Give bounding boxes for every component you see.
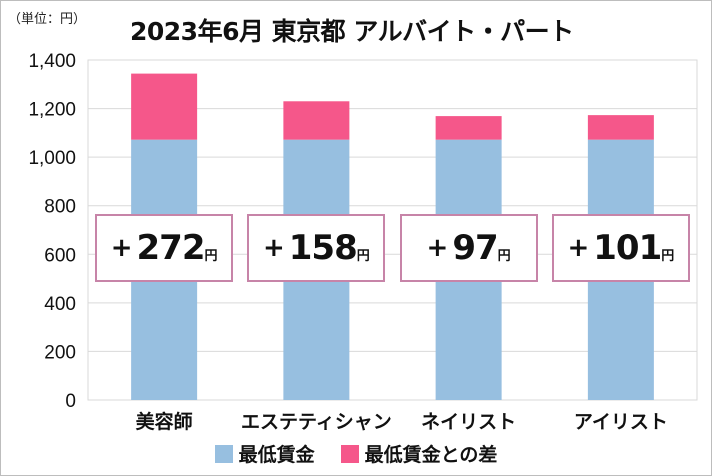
legend-item-min-wage: 最低賃金: [214, 440, 315, 467]
plus-sign: +: [110, 233, 133, 263]
y-tick-label: 600: [44, 245, 76, 266]
data-label-value: 101: [593, 228, 662, 268]
data-label-unit: 円: [356, 248, 370, 264]
legend-item-difference: 最低賃金との差: [340, 440, 498, 467]
data-label-box: +272 円: [95, 214, 234, 282]
data-label-unit: 円: [497, 248, 511, 264]
bar-difference: [283, 101, 350, 140]
chart-title: 2023年6月 東京都 アルバイト・パート: [130, 17, 574, 46]
bar-difference: [131, 73, 198, 140]
plus-sign: +: [567, 233, 590, 263]
data-label-unit: 円: [661, 248, 675, 264]
data-label-box: +97 円: [399, 214, 538, 282]
data-label-unit: 円: [204, 248, 218, 264]
data-label-value: 97: [452, 228, 498, 268]
bar-difference: [587, 115, 654, 140]
x-tick-label: 美容師: [136, 410, 193, 433]
legend-swatch-min-wage: [214, 444, 233, 463]
data-label-value: 272: [136, 228, 206, 268]
y-tick-label: 1,200: [28, 100, 76, 121]
y-tick-label: 0: [65, 391, 76, 412]
x-tick-label: エステティシャン: [241, 411, 392, 433]
y-tick-label: 200: [44, 342, 76, 363]
y-tick-label: 1,000: [28, 148, 76, 169]
legend-swatch-difference: [340, 444, 359, 463]
legend-label: 最低賃金との差: [364, 444, 498, 466]
legend-label: 最低賃金: [238, 444, 315, 466]
y-tick-label: 1,400: [28, 51, 76, 72]
data-label-box: +158 円: [247, 214, 386, 282]
legend: 最低賃金 最低賃金との差: [0, 440, 712, 467]
plot-border: [87, 59, 698, 401]
plus-sign: +: [262, 233, 285, 263]
y-tick-label: 800: [44, 197, 76, 218]
unit-label: （単位：円）: [8, 12, 87, 27]
data-label-box: +101 円: [551, 214, 690, 282]
plus-sign: +: [426, 233, 449, 263]
y-tick-label: 400: [44, 294, 76, 315]
bar-difference: [435, 116, 502, 140]
x-tick-label: アイリスト: [574, 411, 668, 433]
data-label-value: 158: [288, 228, 358, 268]
x-tick-label: ネイリスト: [421, 411, 516, 433]
